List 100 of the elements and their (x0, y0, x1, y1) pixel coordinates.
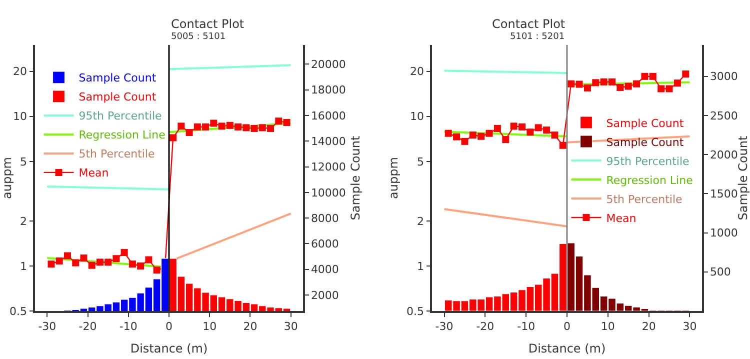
point (486, 130, 493, 137)
x-tick-label: 10 (202, 320, 217, 333)
x-tick-label: -20 (78, 320, 97, 333)
point (674, 80, 681, 87)
point (551, 132, 558, 139)
point (218, 122, 226, 130)
x-tick-label: -30 (38, 320, 56, 333)
point (469, 132, 476, 139)
y-tick-label: 10 (410, 110, 424, 124)
point (88, 262, 96, 269)
x-tick-label: 0 (564, 320, 570, 333)
point (444, 130, 452, 137)
point (80, 254, 88, 262)
y2-tick-label: 1500 (710, 188, 738, 200)
point (234, 123, 242, 130)
x-tick-label: -20 (476, 320, 494, 333)
x-tick-label: -30 (435, 320, 454, 333)
point (494, 124, 501, 132)
point (658, 85, 665, 92)
x-tick-label: -10 (517, 320, 536, 333)
point (624, 82, 632, 90)
x-axis-title: Distance (m) (130, 341, 208, 356)
y-tick-label: 2 (417, 214, 424, 228)
point (510, 122, 518, 130)
chart-subtitle: 5101 : 5201 (510, 32, 565, 42)
y2-tick-label: 2500 (710, 109, 738, 122)
y2-tick-label: 2000 (710, 148, 738, 162)
legend-label: Sample Count (78, 90, 157, 104)
y2-tick-label: 18000 (310, 84, 346, 97)
point (576, 80, 583, 88)
y-axis-title: auppm (386, 157, 400, 199)
y2-tick-label: 2000 (310, 288, 339, 302)
point (250, 124, 258, 132)
point (202, 123, 210, 130)
y2-tick-label: 1000 (710, 226, 738, 240)
point (649, 72, 656, 80)
y2-tick-label: 14000 (310, 134, 346, 148)
legend-label: Sample Count (606, 136, 684, 149)
point (104, 258, 112, 266)
y2-tick-label: 6000 (310, 238, 339, 251)
point (145, 256, 152, 264)
legend-label: Mean (78, 166, 109, 180)
y-tick-label: 5 (417, 155, 424, 168)
point (283, 119, 290, 126)
y-tick-label: 0.5 (406, 304, 424, 318)
y-tick-label: 1 (20, 260, 28, 273)
point (128, 260, 136, 268)
y2-tick-label: 3000 (710, 70, 738, 84)
point (170, 134, 177, 142)
point (258, 124, 266, 132)
y-tick-label: 5 (20, 155, 28, 168)
point (518, 123, 526, 130)
point (56, 257, 63, 264)
point (608, 78, 616, 86)
point (633, 80, 640, 88)
chart-title: Contact Plot (171, 17, 244, 31)
point (461, 138, 468, 145)
point (559, 142, 566, 149)
y-tick-label: 1 (417, 260, 424, 273)
x-axis-title: Distance (m) (528, 341, 606, 356)
point (72, 259, 80, 266)
y-tick-label: 20 (410, 65, 424, 78)
y2-tick-label: 500 (710, 266, 731, 279)
legend-label: 5th Percentile (78, 148, 156, 161)
chart-title: Contact Plot (492, 17, 566, 31)
point (600, 78, 608, 86)
y2-tick-label: 8000 (310, 212, 339, 225)
point (120, 249, 128, 256)
point (666, 85, 673, 92)
point (194, 123, 201, 130)
y2-tick-label: 4000 (310, 263, 339, 276)
legend-label: 5th Percentile (606, 192, 683, 206)
point (453, 133, 460, 140)
point (242, 124, 250, 132)
point (64, 252, 71, 260)
y2-axis-title: Sample Count (348, 135, 362, 220)
legend-label: Mean (606, 212, 636, 225)
y-tick-label: 20 (13, 65, 28, 78)
point (592, 79, 600, 86)
x-tick-label: 20 (642, 320, 656, 333)
x-tick-label: 10 (600, 320, 615, 333)
legend-label: Sample Count (606, 116, 684, 130)
y-tick-label: 10 (13, 110, 28, 124)
point (210, 120, 218, 127)
x-tick-label: 20 (243, 320, 258, 333)
point (275, 118, 282, 125)
point (641, 72, 648, 80)
y-tick-label: 0.5 (10, 304, 28, 318)
legend-label: 95th Percentile (606, 154, 690, 168)
point (543, 126, 550, 134)
point (96, 258, 104, 266)
point (226, 122, 234, 129)
point (112, 255, 120, 262)
y-axis-title: auppm (0, 157, 14, 199)
chart-subtitle: 5005 : 5101 (171, 32, 226, 42)
point (178, 122, 185, 130)
y2-tick-label: 16000 (310, 109, 346, 122)
x-tick-label: 30 (284, 320, 298, 333)
legend-label: 95th Percentile (78, 110, 162, 123)
point (478, 132, 485, 140)
